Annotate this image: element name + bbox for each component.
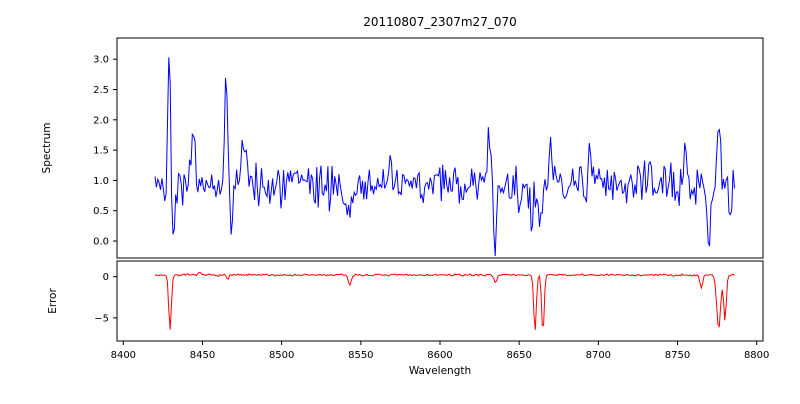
y-tick-label: 0.0 bbox=[93, 237, 109, 248]
x-tick-label: 8450 bbox=[190, 350, 215, 361]
y-tick-label: 2.0 bbox=[93, 115, 109, 126]
y-tick-label: 0 bbox=[103, 272, 109, 283]
x-tick-label: 8500 bbox=[269, 350, 294, 361]
x-tick-label: 8750 bbox=[665, 350, 690, 361]
error-y-axis-label: Error bbox=[47, 288, 59, 314]
spectrum-line bbox=[154, 57, 735, 257]
x-tick-label: 8550 bbox=[348, 350, 373, 361]
x-axis-label: Wavelength bbox=[409, 365, 471, 377]
y-tick-label: −5 bbox=[94, 313, 109, 324]
y-tick-label: 0.5 bbox=[93, 206, 109, 217]
y-tick-label: 1.5 bbox=[93, 146, 109, 157]
chart-title: 20110807_2307m27_070 bbox=[363, 15, 516, 29]
x-tick-label: 8650 bbox=[506, 350, 531, 361]
x-tick-label: 8600 bbox=[427, 350, 452, 361]
spectrum-y-axis-label: Spectrum bbox=[41, 123, 53, 174]
y-tick-label: 2.5 bbox=[93, 85, 109, 96]
x-tick-label: 8700 bbox=[586, 350, 611, 361]
y-tick-label: 3.0 bbox=[93, 55, 109, 66]
plot-layer: 0.0 0.5 1.0 1.5 2.0 2.5 3.0 0 −5 8400 8450 8500 8550… bbox=[93, 37, 769, 361]
x-tick-label: 8400 bbox=[111, 350, 136, 361]
error-line bbox=[154, 271, 735, 330]
axes-box bbox=[116, 37, 764, 259]
x-tick-label: 8800 bbox=[744, 350, 769, 361]
y-tick-label: 1.0 bbox=[93, 176, 109, 187]
axes-box bbox=[116, 260, 764, 342]
